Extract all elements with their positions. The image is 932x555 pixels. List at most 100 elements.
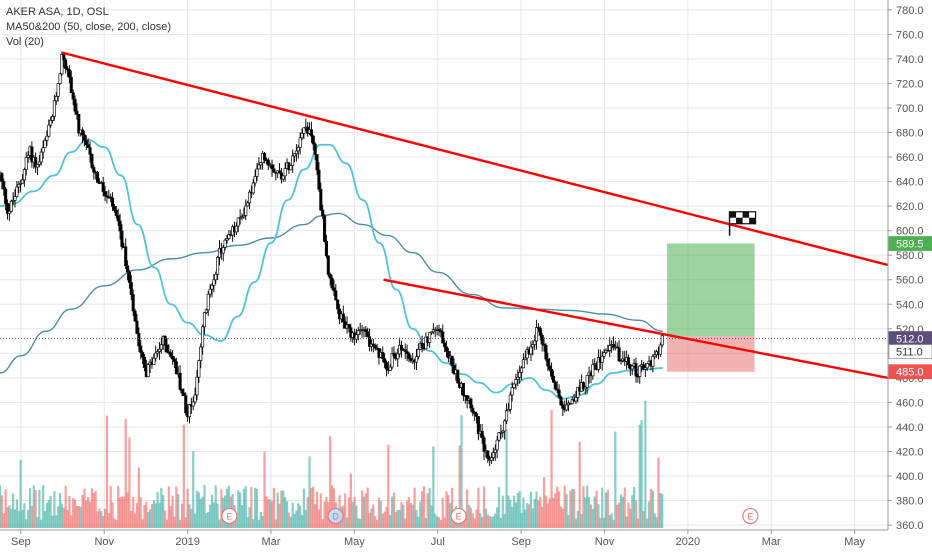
volume-bar-up [257, 519, 260, 528]
volume-bar-up [434, 513, 437, 528]
volume-bar-up [285, 501, 289, 528]
volume-bar-down [87, 497, 90, 528]
candle-down [341, 313, 345, 323]
volume-bar-down [349, 473, 352, 528]
candle-down [127, 271, 131, 283]
volume-bar-up [148, 509, 152, 528]
volume-bar-down [377, 497, 381, 528]
volume-indicator-label[interactable]: Vol (20) [6, 36, 44, 48]
volume-bar-up [227, 485, 230, 528]
candle-up [506, 409, 510, 412]
volume-bar-down [392, 492, 396, 528]
volume-bar-up [195, 490, 199, 528]
volume-bar-down [374, 516, 377, 528]
volume-bar-down [115, 519, 118, 528]
price-tick-label: 540.0 [896, 299, 924, 311]
candle-up [619, 360, 623, 363]
candle-down [171, 356, 175, 360]
volume-bar-up [415, 509, 418, 528]
volume-bar-up [479, 513, 482, 528]
price-tag-label: 485.0 [896, 367, 924, 379]
candle-down [486, 450, 490, 459]
stop-zone [667, 336, 755, 372]
volume-bar-up [503, 514, 506, 528]
candle-up [574, 397, 578, 402]
time-axis[interactable]: Sep Nov 2019 Mar May Jul Sep Nov 2020 Mar May [0, 529, 932, 550]
chart-legend[interactable]: AKER ASA, 1D, OSL MA50&200 (50, close, 2… [6, 5, 171, 50]
candle-up [246, 202, 250, 207]
volume-bar-down [554, 493, 557, 528]
ma50-line [0, 138, 663, 400]
flag-check [749, 217, 756, 224]
candle-down [373, 345, 377, 349]
volume-bar-down [323, 501, 326, 528]
candle-up [596, 357, 601, 370]
volume-bar-down [73, 499, 77, 528]
volume-bar-up [655, 517, 658, 528]
volume-bar-up [514, 502, 518, 528]
candle-down [34, 157, 38, 168]
volume-bar-down [280, 490, 283, 528]
candle-up [20, 179, 25, 184]
candle-down [476, 416, 480, 435]
candle-down [482, 437, 486, 452]
candle-down [403, 349, 407, 352]
candle-down [330, 277, 334, 289]
symbol-title[interactable]: AKER ASA, 1D, OSL [6, 6, 109, 18]
volume-bar-up [201, 496, 204, 528]
candle-up [608, 345, 612, 351]
candle-down [80, 129, 85, 136]
volume-bar-down [274, 519, 277, 528]
candle-up [251, 182, 255, 194]
candle-up [651, 356, 655, 367]
volume-bar-down [122, 496, 125, 528]
volume-bar-down [606, 489, 609, 528]
volume-bar-up [633, 486, 636, 528]
volume-bar-down [133, 513, 137, 528]
volume-bar-down [267, 499, 270, 528]
volume-bar-down [413, 487, 416, 528]
volume-bar-down [135, 503, 139, 528]
candle-down [277, 170, 282, 174]
volume-bar-down [473, 518, 476, 528]
volume-bar-up [524, 509, 527, 528]
candle-up [600, 355, 604, 363]
candle-up [43, 140, 47, 149]
price-tick-label: 420.0 [896, 446, 924, 458]
volume-bar-up [490, 516, 493, 528]
volume-bar-up [218, 519, 221, 528]
volume-bar-down [263, 451, 266, 528]
candle-down [262, 153, 267, 161]
trendlines[interactable] [0, 51, 889, 380]
volume-bar-up [254, 488, 257, 528]
candle-down [553, 381, 557, 390]
volume-bar-down [488, 516, 491, 528]
volume-bar-up [614, 431, 617, 528]
candle-down [88, 147, 92, 155]
candle-up [225, 238, 229, 241]
volume-bar-down [426, 493, 429, 528]
candle-up [516, 376, 520, 380]
candle-down [103, 191, 107, 197]
volume-bar-down [548, 498, 551, 528]
volume-bar-down [466, 489, 469, 528]
candle-up [390, 353, 394, 368]
candle-down [172, 358, 177, 362]
volume-bar-down [186, 489, 189, 528]
volume-bar-up [15, 499, 18, 528]
price-axis[interactable]: 780.0 760.0 740.0 720.0 700.0 680.0 660.0 640.0… [887, 0, 932, 550]
volume-bar-up [497, 486, 501, 528]
candle-up [533, 340, 537, 345]
price-tag-neutral [888, 344, 932, 360]
ma-indicator-label[interactable]: MA50&200 (50, close, 200, close) [6, 21, 172, 33]
candle-up [504, 410, 509, 422]
candle-down [544, 345, 548, 360]
volume-bar-up [621, 496, 624, 528]
price-tick-label: 360.0 [896, 520, 924, 532]
volume-bar-down [443, 517, 446, 528]
candle-down [542, 343, 546, 346]
time-tick-label: Nov [94, 536, 114, 548]
